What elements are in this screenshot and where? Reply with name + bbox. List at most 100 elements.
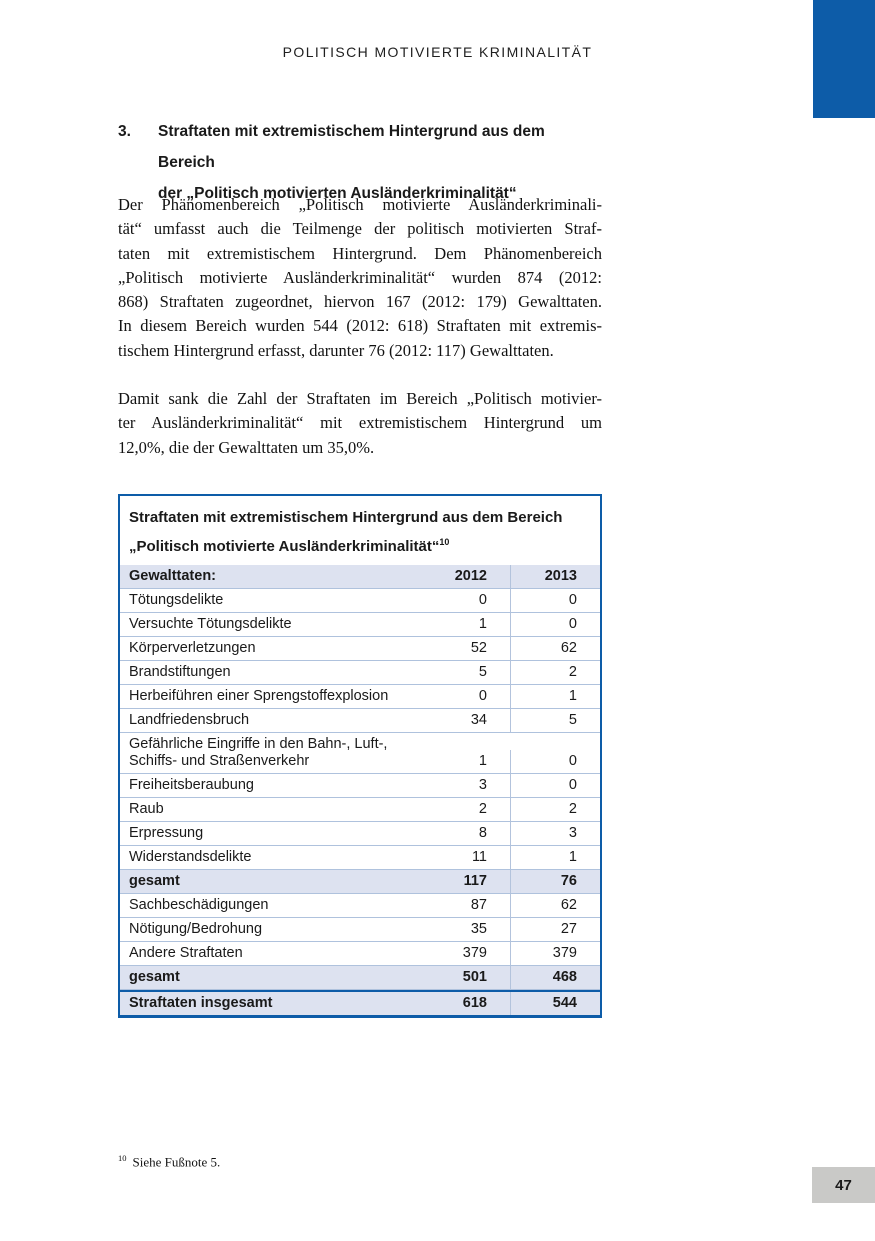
section-heading-line-2: der „Politisch motivierten Ausländerkrim… bbox=[158, 185, 517, 202]
paragraph-line: tät“ umfasst auch die Teilmenge der poli… bbox=[118, 219, 602, 239]
table-row: Brandstiftungen 5 2 bbox=[120, 661, 600, 685]
row-label: Freiheitsberaubung bbox=[129, 777, 254, 793]
column-header-label: Gewalttaten: bbox=[129, 568, 217, 584]
row-label: Andere Straftaten bbox=[129, 945, 243, 961]
paragraph-line: tischem Hintergrund erfasst, darunter 76… bbox=[118, 340, 554, 360]
value-2013: 27 bbox=[510, 918, 600, 941]
value-2013: 76 bbox=[510, 870, 600, 893]
value-2012: 1 bbox=[478, 616, 487, 632]
value-2013: 62 bbox=[510, 894, 600, 917]
paragraph-line: „Politisch motivierte Ausländerkriminali… bbox=[118, 267, 602, 287]
table-row: Versuchte Tötungsdelikte 1 0 bbox=[120, 613, 600, 637]
row-label: Körperverletzungen bbox=[129, 640, 256, 656]
table-body: Tötungsdelikte 0 0 Versuchte Tötungsdelikte… bbox=[120, 589, 600, 1015]
table-title-line-2: „Politisch motivierte Ausländerkriminali… bbox=[129, 530, 591, 559]
body-paragraph: Damit sank die Zahl der Straftaten im Be… bbox=[118, 387, 602, 460]
table-row: Tötungsdelikte 0 0 bbox=[120, 589, 600, 613]
section-number: 3. bbox=[118, 123, 131, 140]
blue-corner-block bbox=[813, 0, 875, 118]
table-row: Freiheitsberaubung 3 0 bbox=[120, 774, 600, 798]
value-2012: 0 bbox=[478, 592, 487, 608]
statistics-table: Straftaten mit extremistischem Hintergru… bbox=[118, 494, 602, 1018]
table-row: Körperverletzungen 52 62 bbox=[120, 637, 600, 661]
value-2012: 0 bbox=[478, 688, 487, 704]
table-header-row: Gewalttaten: 2012 2013 bbox=[120, 565, 600, 589]
row-label: Brandstiftungen bbox=[129, 664, 231, 680]
paragraph-line: 868) Straftaten zugeordnet, hiervon 167 … bbox=[118, 292, 602, 312]
table-row: Widerstandsdelikte 11 1 bbox=[120, 846, 600, 870]
row-label: Raub bbox=[129, 801, 164, 817]
row-label: Erpressung bbox=[129, 825, 204, 841]
paragraph-line: ter Ausländerkriminalität“ mit extremist… bbox=[118, 413, 602, 433]
value-2012: 618 bbox=[462, 995, 487, 1011]
value-2013: 0 bbox=[510, 750, 600, 773]
page-number: 47 bbox=[835, 1176, 852, 1194]
row-label: Versuchte Tötungsdelikte bbox=[129, 616, 292, 632]
value-2013: 1 bbox=[510, 846, 600, 869]
value-2013: 379 bbox=[510, 942, 600, 965]
value-2013: 2 bbox=[510, 798, 600, 821]
value-2013: 544 bbox=[510, 992, 600, 1015]
value-2013: 468 bbox=[510, 966, 600, 989]
value-2012: 52 bbox=[470, 640, 487, 656]
value-2012: 8 bbox=[478, 825, 487, 841]
value-2012: 3 bbox=[478, 777, 487, 793]
section-heading-text: Straftaten mit extremistischem Hintergru… bbox=[158, 116, 602, 209]
page-number-box: 47 bbox=[812, 1167, 875, 1203]
value-2013: 3 bbox=[510, 822, 600, 845]
row-label: Nötigung/Bedrohung bbox=[129, 921, 263, 937]
row-label: gesamt bbox=[129, 873, 180, 889]
value-2012: 34 bbox=[470, 712, 487, 728]
row-label-line2: Schiffs- und Straßenverkehr bbox=[129, 753, 310, 769]
section-heading-line-1: Straftaten mit extremistischem Hintergru… bbox=[158, 123, 545, 171]
table-title-line-2-text: „Politisch motivierte Ausländerkriminali… bbox=[129, 538, 440, 555]
paragraph-line: taten mit extremistischem Hintergrund. D… bbox=[118, 243, 602, 263]
value-2012: 1 bbox=[478, 753, 487, 769]
value-2013: 0 bbox=[510, 613, 600, 636]
value-2013: 0 bbox=[510, 774, 600, 797]
row-label: Tötungsdelikte bbox=[129, 592, 224, 608]
table-row: gesamt 501 468 bbox=[120, 966, 600, 990]
table-row: Herbeiführen einer Sprengstoffexplosion 0… bbox=[120, 685, 600, 709]
row-label: Herbeiführen einer Sprengstoffexplosion bbox=[129, 688, 389, 704]
paragraph-line: Damit sank die Zahl der Straftaten im Be… bbox=[118, 389, 602, 409]
value-2013: 5 bbox=[510, 709, 600, 732]
row-label: Gefährliche Eingriffe in den Bahn-, Luft… bbox=[120, 733, 420, 773]
value-2013: 2 bbox=[510, 661, 600, 684]
row-label: Widerstandsdelikte bbox=[129, 849, 252, 865]
footnote-text: Siehe Fußnote 5. bbox=[132, 1154, 221, 1170]
table-row: Nötigung/Bedrohung 35 27 bbox=[120, 918, 600, 942]
value-2012: 35 bbox=[470, 921, 487, 937]
value-2012: 501 bbox=[462, 969, 487, 985]
body-paragraph: Der Phänomenbereich „Politisch motiviert… bbox=[118, 193, 602, 363]
row-label: Landfriedensbruch bbox=[129, 712, 250, 728]
paragraph-line: Der Phänomenbereich „Politisch motiviert… bbox=[118, 195, 602, 214]
table-row: Sachbeschädigungen 87 62 bbox=[120, 894, 600, 918]
value-2012: 5 bbox=[478, 664, 487, 680]
value-2013: 0 bbox=[510, 589, 600, 612]
table-title-line-1: Straftaten mit extremistischem Hintergru… bbox=[129, 509, 563, 526]
column-header-2013: 2013 bbox=[510, 565, 600, 588]
section-heading: 3. Straftaten mit extremistischem Hinter… bbox=[118, 116, 602, 209]
value-2012: 2 bbox=[478, 801, 487, 817]
value-2013: 1 bbox=[510, 685, 600, 708]
paragraph-line: 12,0%, die der Gewalttaten um 35,0%. bbox=[118, 437, 375, 457]
value-2012: 117 bbox=[463, 873, 487, 889]
table-row: Raub 2 2 bbox=[120, 798, 600, 822]
row-label: Sachbeschädigungen bbox=[129, 897, 269, 913]
table-title: Straftaten mit extremistischem Hintergru… bbox=[120, 496, 600, 565]
table-row: Straftaten insgesamt 618 544 bbox=[120, 990, 600, 1015]
running-header: POLITISCH MOTIVIERTE KRIMINALITÄT bbox=[282, 44, 593, 60]
table-row: Landfriedensbruch 34 5 bbox=[120, 709, 600, 733]
row-label: Straftaten insgesamt bbox=[129, 995, 273, 1011]
value-2013: 62 bbox=[510, 637, 600, 660]
table-row: Erpressung 8 3 bbox=[120, 822, 600, 846]
footnote-reference: 10 bbox=[439, 537, 450, 547]
column-header-2012: 2012 bbox=[454, 568, 487, 584]
footnote: 10 Siehe Fußnote 5. bbox=[118, 1153, 220, 1170]
paragraph-line: In diesem Bereich wurden 544 (2012: 618)… bbox=[118, 316, 602, 336]
value-2012: 379 bbox=[462, 945, 487, 961]
value-2012: 87 bbox=[470, 897, 487, 913]
table-row: Andere Straftaten 379 379 bbox=[120, 942, 600, 966]
